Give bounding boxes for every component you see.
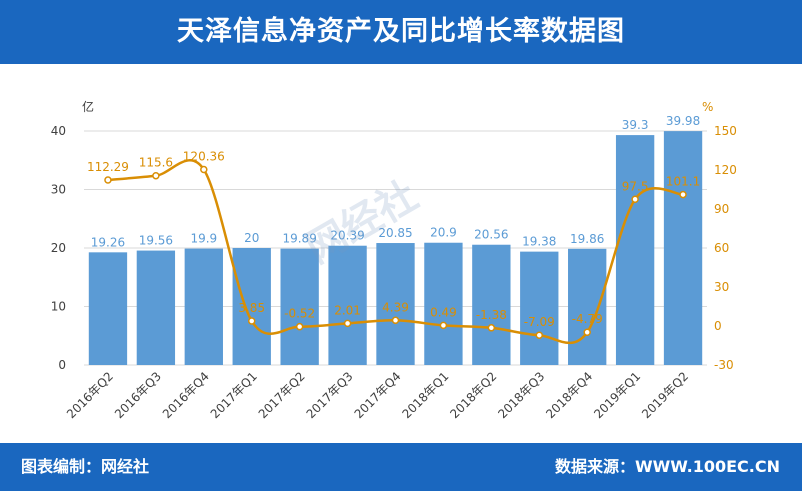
y-right-unit: % [702, 100, 713, 114]
chart-title: 天泽信息净资产及同比增长率数据图 [177, 16, 625, 47]
bar [663, 131, 703, 365]
line-point [679, 190, 687, 199]
y-left-tick-label: 0 [58, 358, 66, 372]
line-value-label: -7.09 [524, 315, 555, 329]
footer-bar: 图表编制：网经社 数据来源：WWW.100EC.CN [0, 443, 802, 491]
footer-credit: 图表编制：网经社 [21, 457, 150, 476]
bar [376, 243, 415, 365]
y-right-tick-label: 120 [714, 163, 737, 177]
bar-value-label: 39.98 [666, 114, 700, 128]
plot-area: 0 10 20 30 40 亿 -30 0 30 60 90 120 150% 19.26 19.56 19.… [0, 64, 802, 443]
line-value-label: 0.49 [430, 305, 457, 319]
bar [232, 248, 271, 365]
line-value-label: 115.6 [139, 156, 173, 170]
line-value-label: 97.5 [622, 179, 649, 193]
y-left-tick-label: 20 [51, 241, 66, 255]
y-left-tick-label: 40 [51, 124, 66, 138]
x-tick-label: 2018年Q4 [543, 369, 595, 421]
bar [184, 248, 223, 365]
bar [328, 245, 367, 365]
y-right-tick-label: -30 [714, 358, 734, 372]
x-tick-label: 2016年Q2 [64, 369, 116, 421]
y-right-tick-label: 30 [714, 280, 729, 294]
bar-value-label: 39.3 [622, 118, 649, 132]
line-point [391, 316, 400, 325]
bar-value-label: 19.9 [190, 232, 217, 246]
x-tick-label: 2018年Q1 [399, 369, 451, 421]
line-point [439, 321, 448, 330]
line-point [487, 324, 496, 332]
bar-value-label: 20 [244, 231, 259, 245]
bar-value-label: 19.56 [139, 234, 173, 248]
line-point [343, 319, 352, 328]
line-value-label: 3.85 [238, 301, 265, 315]
y-left-tick-label: 10 [51, 300, 66, 314]
line-point [535, 331, 544, 339]
y-right-tick-label: 150 [714, 124, 737, 138]
bar [136, 250, 176, 365]
line-value-label: 112.29 [87, 160, 129, 174]
line-point [247, 317, 256, 325]
x-tick-label: 2018年Q3 [495, 369, 547, 421]
bar [615, 135, 655, 365]
bar-value-label: 19.26 [91, 235, 125, 249]
x-tick-label: 2018年Q2 [447, 369, 499, 421]
bar-value-label: 20.9 [430, 226, 457, 240]
bar [88, 252, 128, 365]
line-point [152, 171, 160, 180]
x-tick-label: 2016年Q4 [160, 369, 212, 421]
line-value-label: -0.52 [284, 307, 315, 321]
line-value-label: -4.79 [572, 312, 603, 326]
bar-value-label: 19.38 [522, 235, 556, 249]
bar-value-label: 20.39 [330, 229, 364, 243]
bar-value-label: 20.85 [378, 226, 412, 240]
line-value-label: 120.36 [183, 150, 225, 164]
line-value-label: 4.39 [382, 300, 409, 314]
line-value-label: 2.01 [334, 303, 361, 317]
y-right-tick-label: 90 [714, 202, 729, 216]
bar-value-label: 19.89 [282, 232, 316, 246]
x-tick-label: 2017年Q2 [256, 369, 308, 421]
line-point [295, 322, 304, 331]
x-tick-label: 2016年Q3 [112, 369, 164, 421]
line-point [200, 165, 208, 174]
bar-value-label: 20.56 [474, 228, 508, 242]
y-left-tick-label: 30 [51, 183, 66, 197]
footer-source: 数据来源：WWW.100EC.CN [554, 457, 780, 476]
line-point [583, 328, 591, 336]
line-point [104, 176, 112, 184]
bar [520, 251, 559, 365]
line-point [631, 195, 639, 203]
bar [424, 242, 463, 365]
x-tick-label: 2017年Q1 [208, 369, 260, 421]
y-right-tick-label: 0 [714, 319, 722, 333]
header-bar [0, 0, 802, 64]
y-left-unit: 亿 [82, 99, 94, 114]
bar [472, 244, 511, 365]
line-value-label: -1.38 [476, 308, 507, 322]
bar [568, 248, 607, 365]
bar-value-label: 19.86 [570, 232, 604, 246]
x-tick-label: 2017年Q3 [304, 369, 356, 421]
x-tick-label: 2019年Q1 [591, 369, 643, 421]
combo-chart: 0 10 20 30 40 亿 -30 0 30 60 90 120 150% 19.26 19.56 19.… [51, 99, 737, 421]
x-tick-label: 2017年Q4 [352, 369, 404, 421]
y-right-tick-label: 60 [714, 241, 729, 255]
x-tick-label: 2019年Q2 [639, 369, 691, 421]
bar [280, 248, 319, 365]
line-value-label: 101.1 [666, 175, 700, 189]
